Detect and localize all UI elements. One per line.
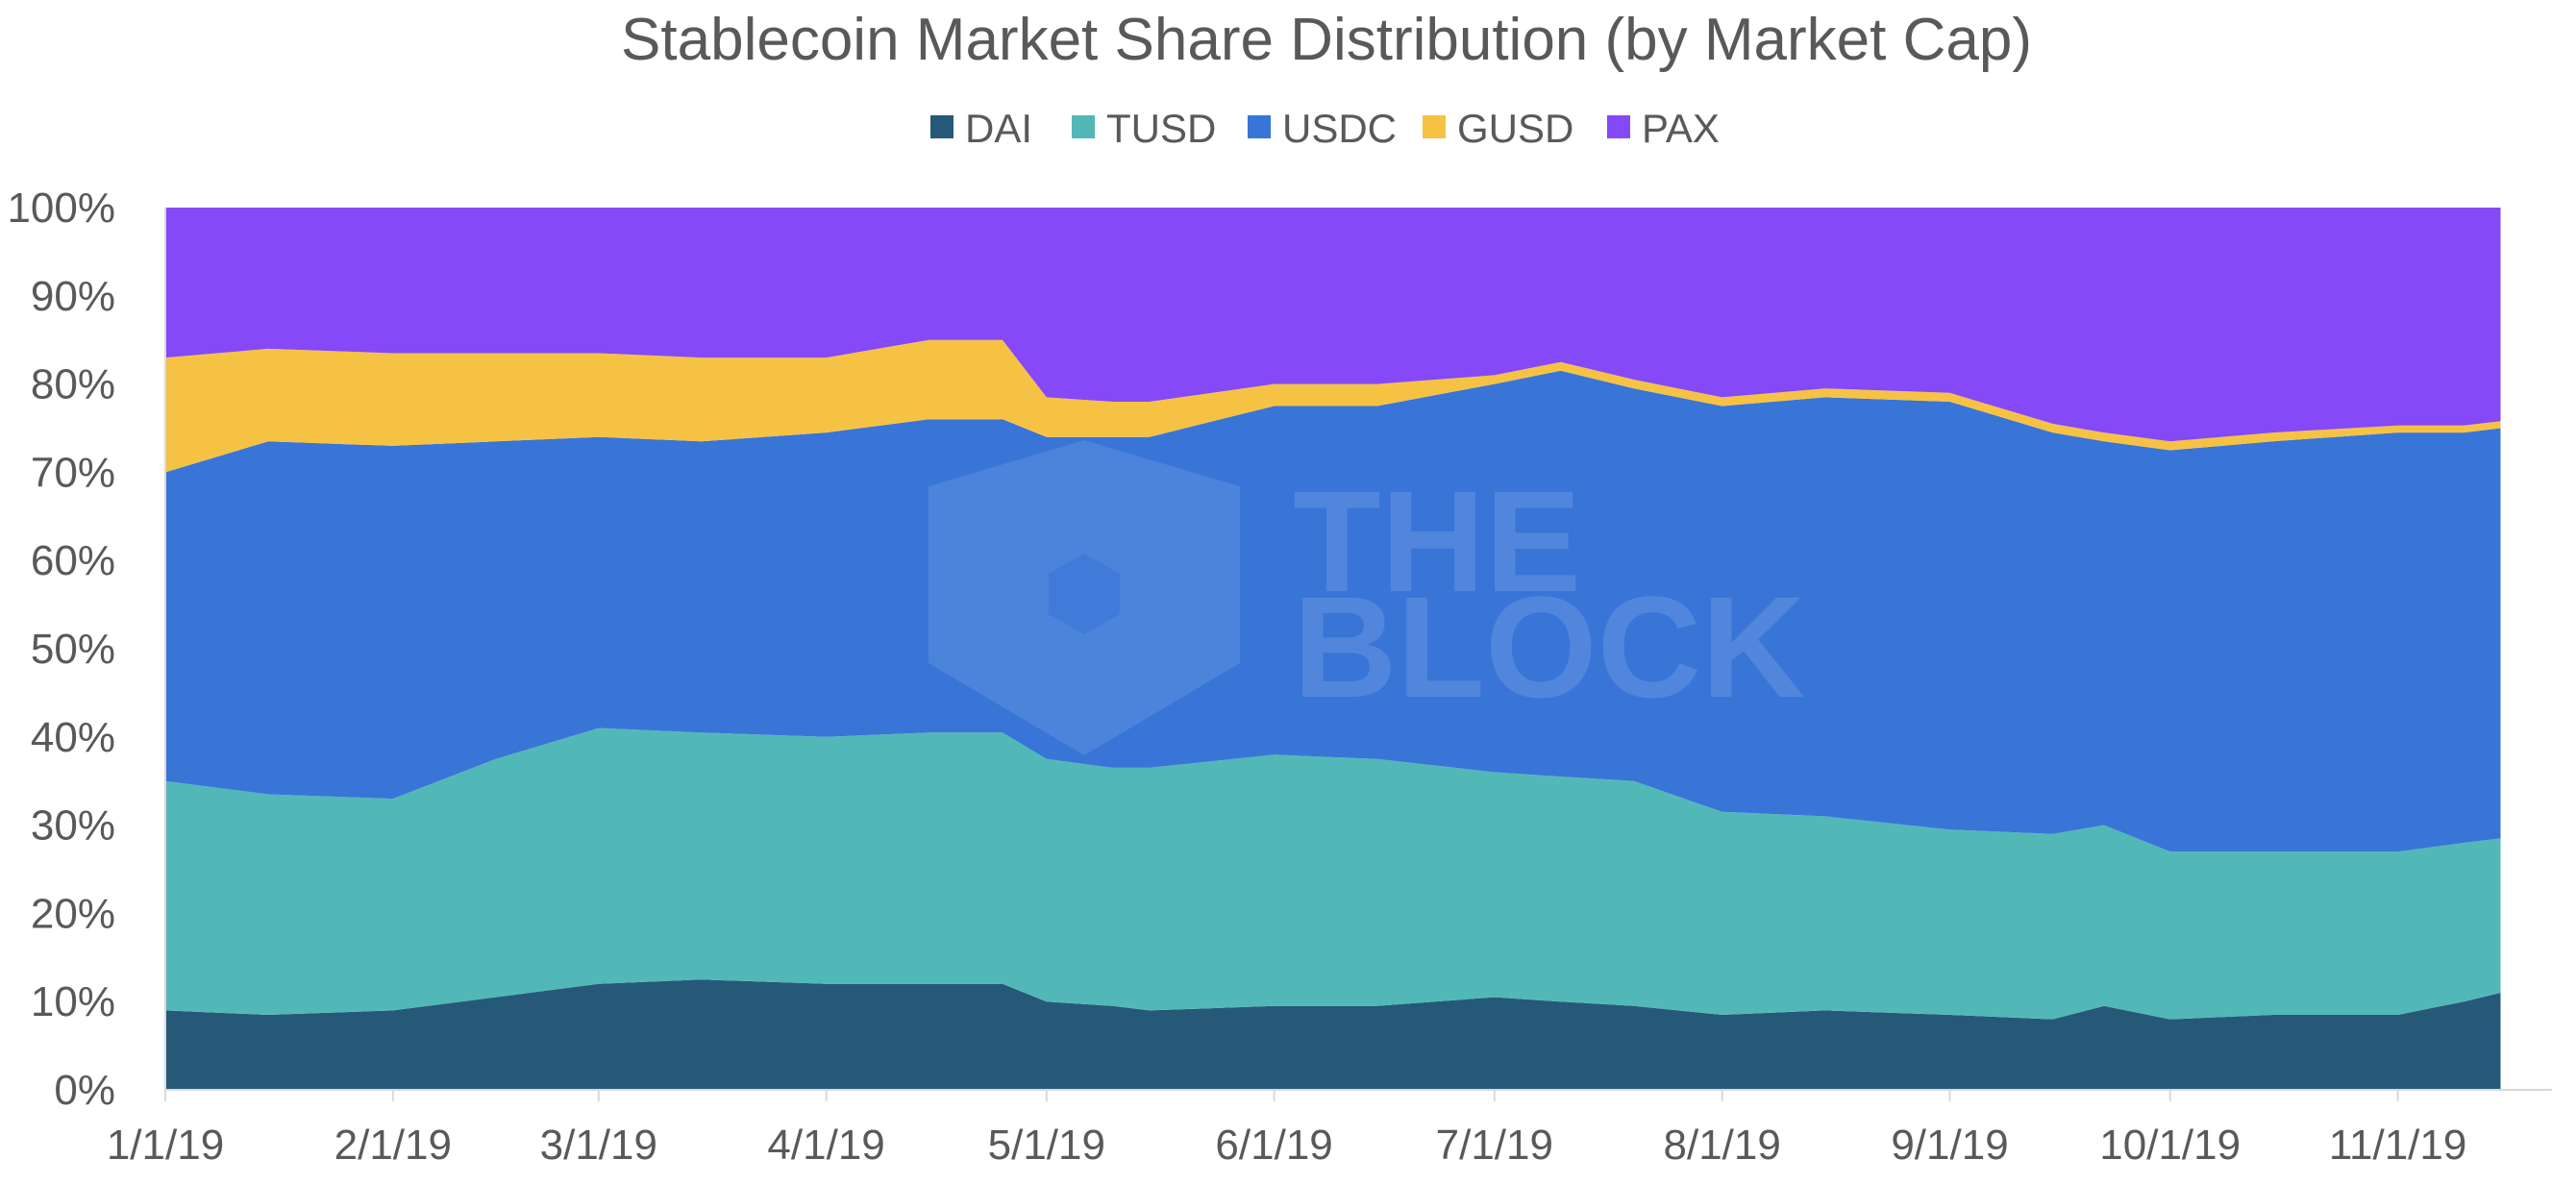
x-tick-label: 8/1/19 (1664, 1122, 1781, 1169)
x-tick-label: 6/1/19 (1215, 1122, 1332, 1169)
watermark-text-line-2: BLOCK (1293, 566, 1805, 728)
watermark-logo: THE BLOCK (929, 440, 1805, 755)
x-tick-label: 5/1/19 (988, 1122, 1105, 1169)
x-tick-label: 11/1/19 (2329, 1122, 2467, 1169)
legend-swatch-pax (1607, 115, 1630, 138)
watermark-cube-core-icon (1049, 554, 1120, 634)
y-tick-label: 50% (31, 626, 115, 673)
y-tick-label: 10% (31, 978, 115, 1025)
x-tick-label: 2/1/19 (334, 1122, 452, 1169)
legend: DAI TUSD USDC GUSD PAX (930, 106, 1720, 151)
x-tick-label: 10/1/19 (2099, 1122, 2241, 1169)
y-tick-label: 0% (54, 1067, 115, 1114)
y-tick-label: 100% (7, 185, 115, 232)
legend-label-tusd: TUSD (1106, 106, 1216, 151)
chart-title: Stablecoin Market Share Distribution (by… (621, 7, 2032, 73)
area-gusd (165, 339, 2501, 473)
legend-swatch-tusd (1072, 115, 1095, 138)
y-tick-label: 30% (31, 802, 115, 850)
legend-swatch-usdc (1248, 115, 1271, 138)
y-tick-label: 80% (31, 361, 115, 408)
legend-label-gusd: GUSD (1457, 106, 1573, 151)
area-usdc (165, 370, 2501, 852)
plot-area (165, 208, 2501, 1090)
area-dai (165, 979, 2501, 1090)
y-tick-label: 90% (31, 273, 115, 320)
legend-label-pax: PAX (1642, 106, 1720, 151)
y-tick-label: 40% (31, 714, 115, 761)
legend-swatch-dai (930, 115, 954, 138)
x-tick-label: 7/1/19 (1436, 1122, 1553, 1169)
watermark-text-line-1: THE (1293, 460, 1581, 622)
x-tick-label: 1/1/19 (107, 1122, 224, 1169)
legend-swatch-gusd (1423, 115, 1446, 138)
x-tick-label: 3/1/19 (540, 1122, 657, 1169)
area-tusd (165, 728, 2501, 1020)
area-pax (165, 208, 2501, 442)
x-tick-label: 9/1/19 (1891, 1122, 2008, 1169)
legend-label-usdc: USDC (1282, 106, 1397, 151)
x-tick-label: 4/1/19 (767, 1122, 884, 1169)
y-tick-label: 70% (31, 449, 115, 496)
legend-label-dai: DAI (965, 106, 1032, 151)
y-tick-label: 20% (31, 890, 115, 937)
axes: 0% 10% 20% 30% 40% 50% 60% 70% 80% 90% 100% 1/1/19 2… (7, 185, 2552, 1169)
y-tick-label: 60% (31, 537, 115, 584)
